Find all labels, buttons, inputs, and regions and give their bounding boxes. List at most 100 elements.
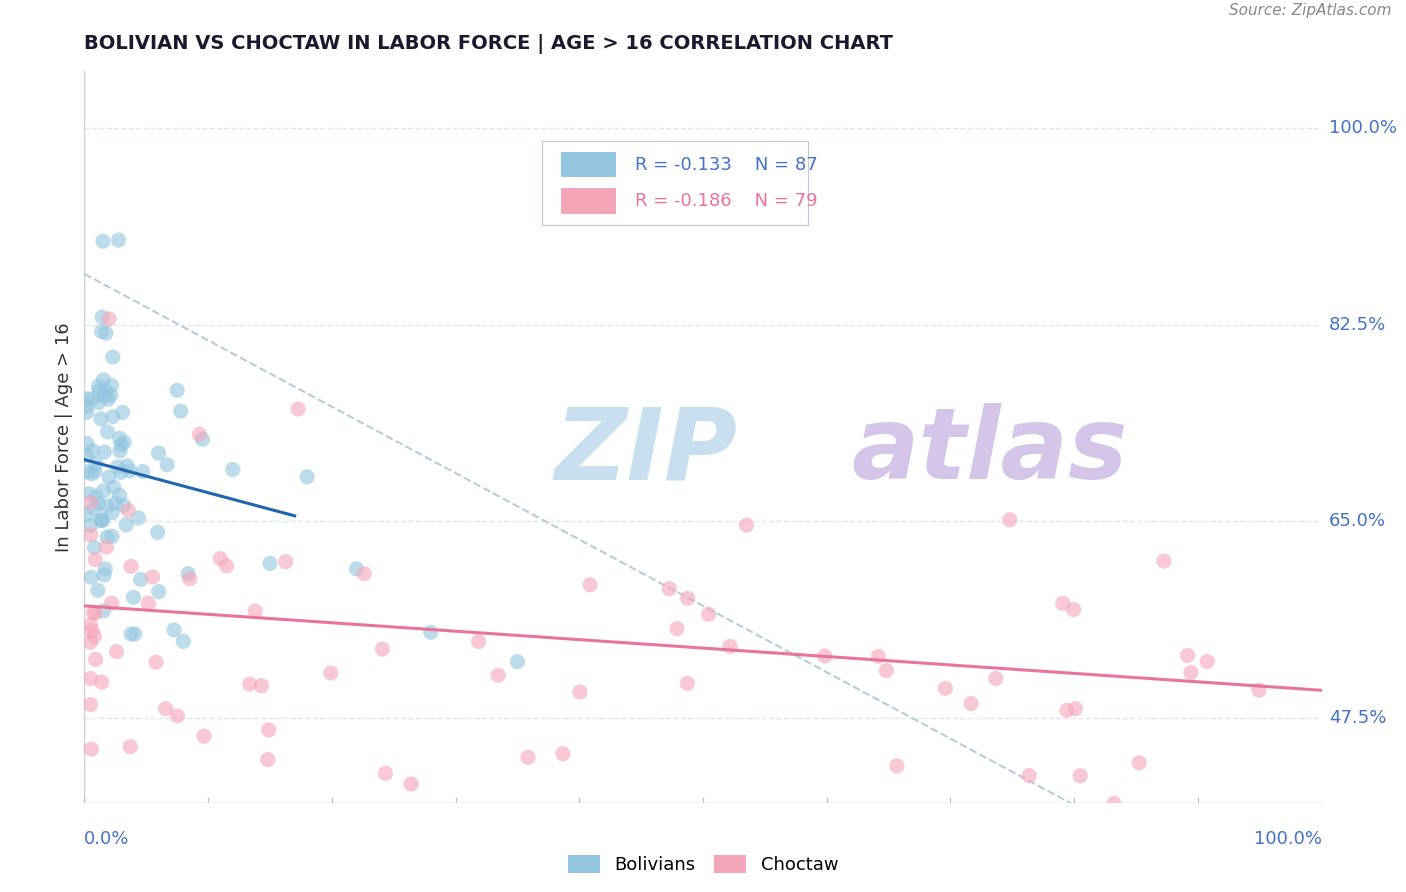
- Point: [91, 310, 114, 325]
- Point: [80, 570, 103, 584]
- Point: [353, 566, 375, 581]
- Point: [579, 578, 602, 592]
- Point: [287, 401, 309, 416]
- Point: [76, 405, 98, 419]
- Point: [1052, 596, 1074, 610]
- Point: [101, 506, 124, 520]
- Point: [84, 652, 107, 666]
- Point: [1107, 830, 1129, 844]
- Point: [96, 425, 118, 439]
- Point: [250, 679, 273, 693]
- Text: atlas: atlas: [852, 403, 1128, 500]
- Point: [155, 701, 177, 715]
- Point: [79, 618, 101, 632]
- Point: [76, 508, 98, 522]
- Point: [122, 591, 145, 605]
- Point: [94, 384, 117, 398]
- Point: [215, 558, 238, 573]
- Point: [319, 666, 342, 681]
- Text: 82.5%: 82.5%: [1329, 316, 1386, 334]
- Point: [107, 459, 129, 474]
- Point: [676, 676, 699, 690]
- Point: [87, 395, 110, 409]
- Point: [105, 644, 128, 658]
- Point: [82, 606, 104, 620]
- Point: [87, 379, 110, 393]
- Point: [136, 596, 159, 610]
- Point: [110, 438, 132, 452]
- Point: [80, 467, 103, 481]
- FancyBboxPatch shape: [561, 188, 616, 214]
- Point: [76, 399, 98, 413]
- Point: [486, 668, 509, 682]
- Point: [97, 392, 120, 407]
- Point: [93, 389, 115, 403]
- Point: [177, 566, 200, 581]
- Point: [82, 443, 104, 458]
- Point: [83, 541, 105, 555]
- Point: [506, 655, 529, 669]
- Text: ZIP: ZIP: [554, 403, 738, 500]
- Point: [108, 431, 131, 445]
- Point: [1180, 665, 1202, 680]
- Point: [169, 404, 191, 418]
- Point: [100, 388, 122, 402]
- Point: [89, 384, 111, 398]
- Point: [77, 486, 100, 500]
- Point: [419, 625, 441, 640]
- Point: [76, 465, 98, 479]
- Point: [84, 552, 107, 566]
- Point: [79, 672, 101, 686]
- Point: [1056, 703, 1078, 717]
- Point: [984, 672, 1007, 686]
- Point: [960, 697, 983, 711]
- Point: [172, 634, 194, 648]
- Point: [934, 681, 956, 696]
- Point: [274, 555, 297, 569]
- Point: [101, 350, 124, 364]
- Point: [551, 747, 574, 761]
- Point: [104, 496, 127, 510]
- Point: [94, 562, 117, 576]
- Point: [1177, 648, 1199, 663]
- Point: [665, 622, 688, 636]
- Point: [84, 606, 107, 620]
- Point: [115, 517, 138, 532]
- Point: [129, 573, 152, 587]
- Point: [82, 624, 104, 638]
- Point: [141, 570, 163, 584]
- Point: [83, 629, 105, 643]
- Point: [1102, 797, 1125, 811]
- Point: [735, 518, 758, 533]
- Point: [79, 495, 101, 509]
- Point: [90, 412, 112, 426]
- Point: [998, 513, 1021, 527]
- Point: [209, 551, 232, 566]
- Point: [93, 604, 115, 618]
- Point: [120, 559, 142, 574]
- Point: [718, 640, 741, 654]
- Point: [1064, 701, 1087, 715]
- Point: [96, 499, 118, 513]
- Point: [108, 444, 131, 458]
- Point: [517, 750, 540, 764]
- Point: [120, 739, 142, 754]
- Point: [87, 583, 110, 598]
- Point: [83, 501, 105, 516]
- Point: [97, 470, 120, 484]
- Point: [90, 513, 112, 527]
- Point: [83, 465, 105, 479]
- Point: [188, 427, 211, 442]
- Point: [93, 445, 115, 459]
- Point: [101, 596, 124, 610]
- Point: [239, 677, 262, 691]
- Text: BOLIVIAN VS CHOCTAW IN LABOR FORCE | AGE > 16 CORRELATION CHART: BOLIVIAN VS CHOCTAW IN LABOR FORCE | AGE…: [84, 34, 893, 54]
- Point: [120, 627, 142, 641]
- Point: [79, 698, 101, 712]
- Point: [886, 759, 908, 773]
- Point: [84, 457, 107, 471]
- Point: [697, 607, 720, 622]
- Point: [295, 469, 318, 483]
- Point: [91, 513, 114, 527]
- Legend: Bolivians, Choctaw: Bolivians, Choctaw: [561, 847, 845, 881]
